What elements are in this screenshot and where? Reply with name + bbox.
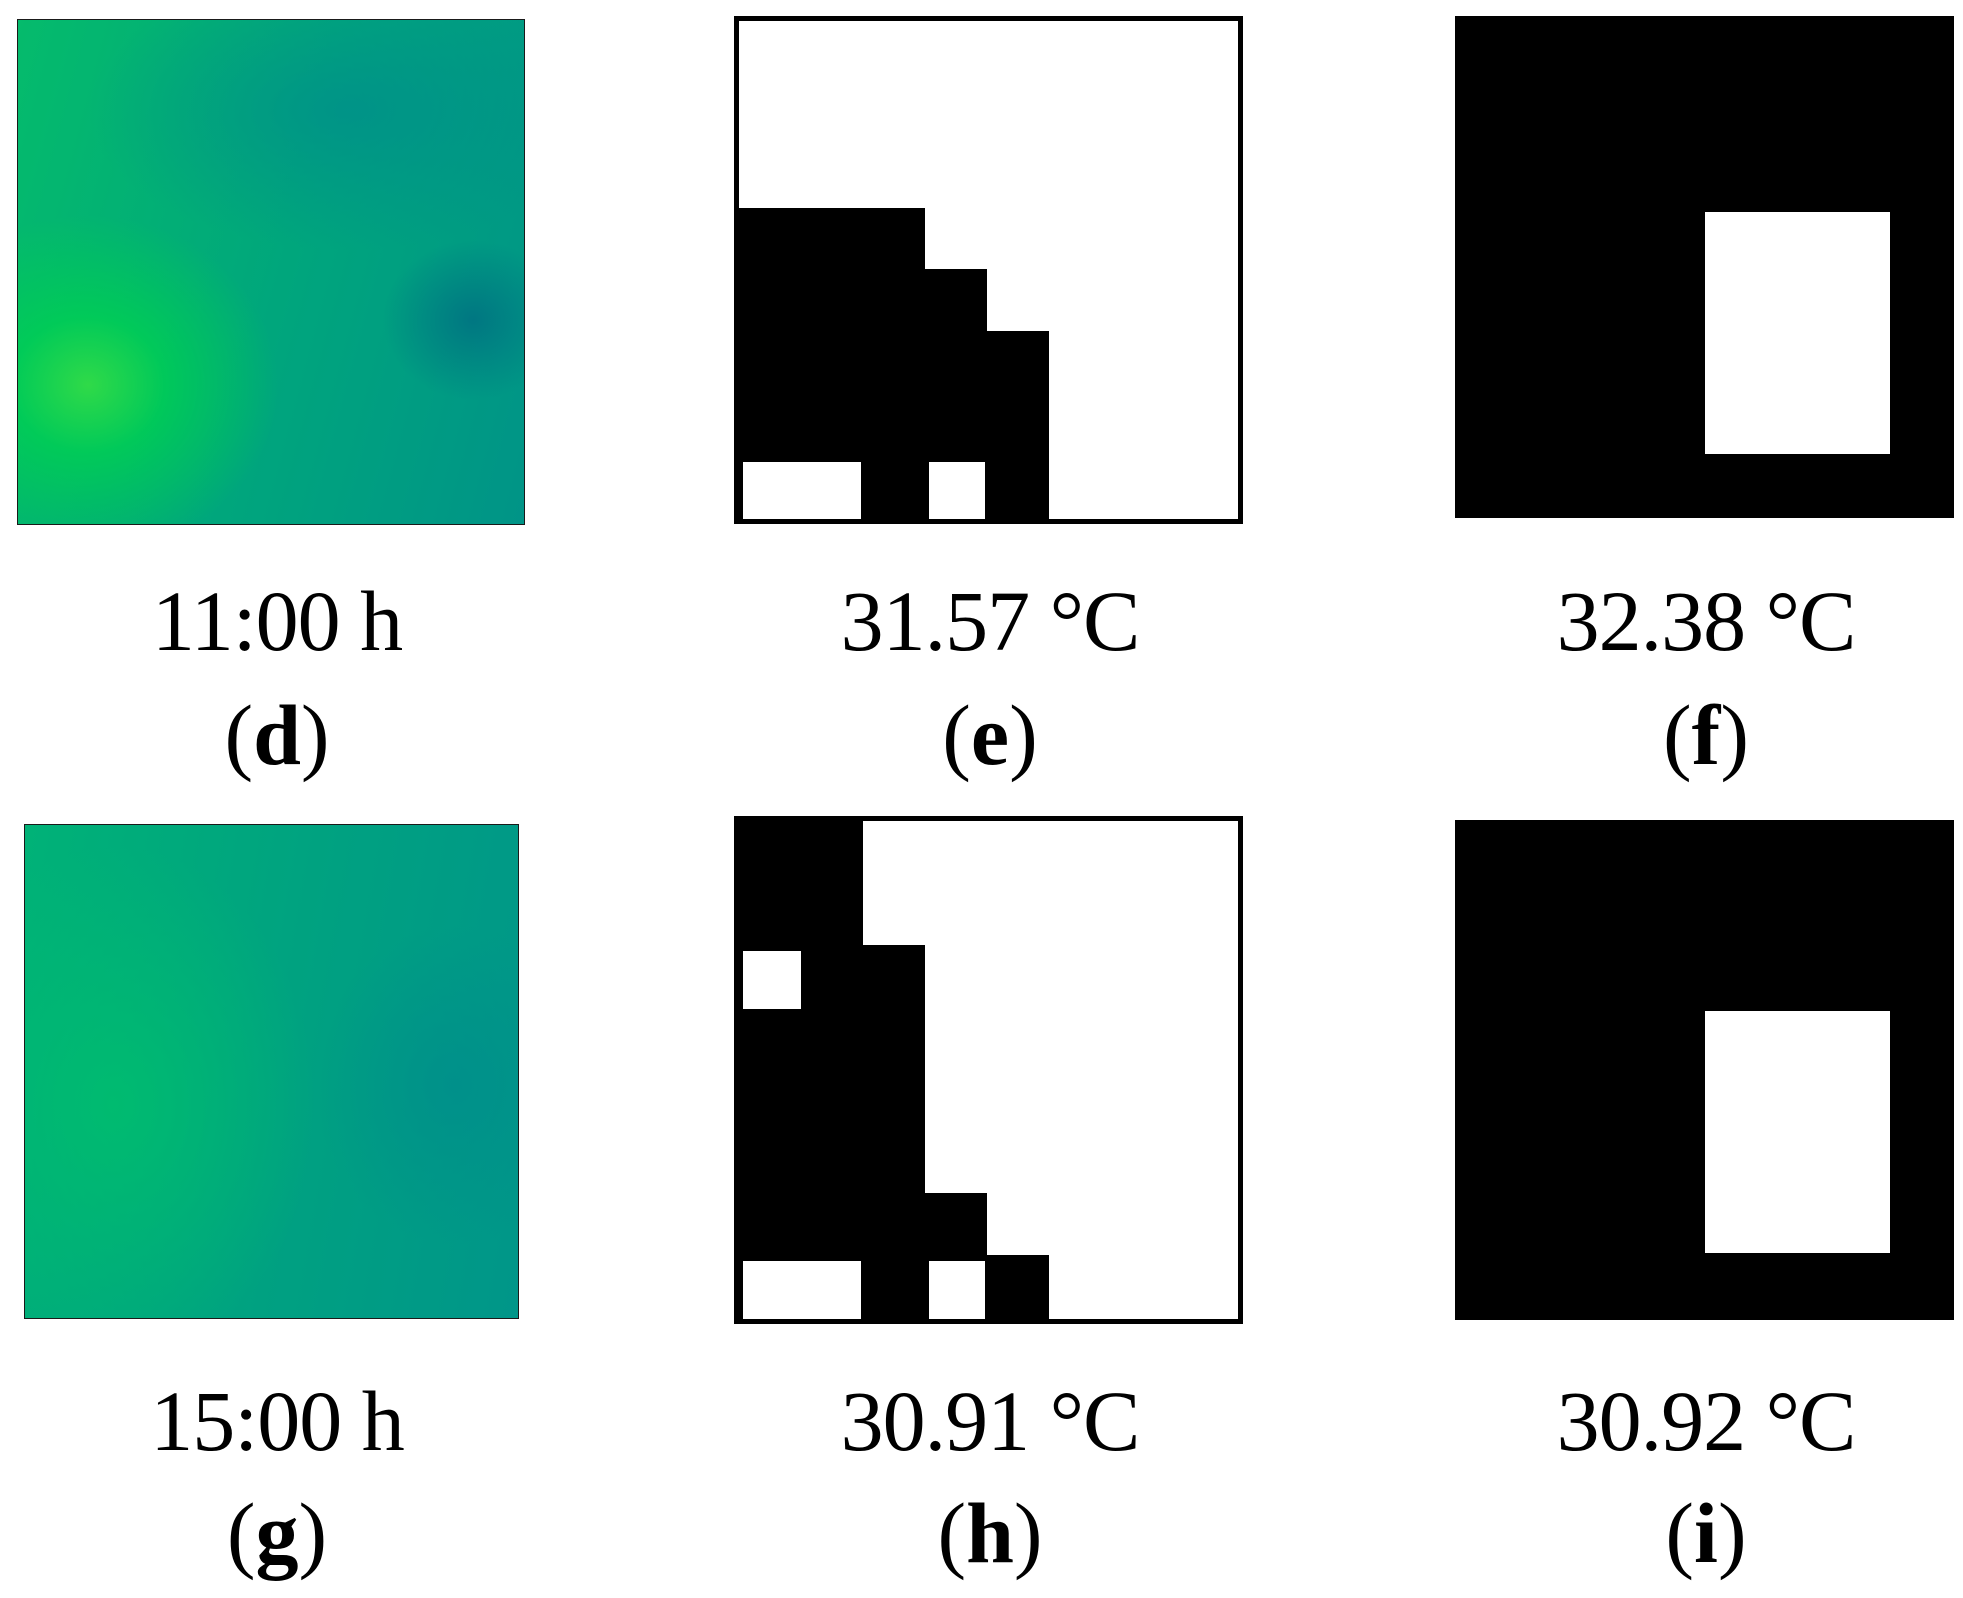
- caption-temperature-e: 31.57 °C: [840, 573, 1141, 669]
- caption-temperature-i: 30.92 °C: [1556, 1373, 1857, 1469]
- binary-cell: [863, 945, 925, 1319]
- binary-cell-white: [743, 462, 861, 519]
- binary-map-panel-f: [1455, 16, 1954, 518]
- heatmap-panel-d: [17, 19, 525, 525]
- panel-letter-e: e: [970, 687, 1010, 783]
- caption-label-d: (d): [224, 687, 330, 783]
- panel-letter-h: h: [966, 1485, 1014, 1581]
- binary-cell-white: [1705, 212, 1890, 454]
- caption-temperature-h: 30.91 °C: [840, 1373, 1141, 1469]
- caption-time-g: 15:00 h: [150, 1373, 404, 1469]
- caption-label-e: (e): [942, 687, 1038, 783]
- binary-cell: [987, 1255, 1049, 1319]
- caption-temperature-f: 32.38 °C: [1556, 573, 1857, 669]
- binary-map-panel-h: [734, 816, 1243, 1324]
- panel-letter-g: g: [255, 1485, 299, 1581]
- caption-label-h: (h): [937, 1485, 1043, 1581]
- panel-letter-d: d: [253, 687, 301, 783]
- binary-map-panel-e: [734, 16, 1243, 524]
- panel-letter-i: i: [1694, 1485, 1718, 1581]
- binary-cell-white: [743, 1261, 861, 1319]
- binary-map-panel-i: [1455, 820, 1954, 1320]
- binary-cell-white: [1705, 1011, 1890, 1253]
- binary-cell-white: [929, 1261, 985, 1319]
- caption-label-i: (i): [1665, 1485, 1747, 1581]
- binary-cell-white: [743, 951, 801, 1009]
- panel-letter-f: f: [1691, 687, 1721, 783]
- caption-time-d: 11:00 h: [151, 573, 403, 669]
- caption-label-f: (f): [1663, 687, 1749, 783]
- caption-label-g: (g): [226, 1485, 328, 1581]
- heatmap-panel-g: [24, 824, 519, 1319]
- binary-cell-white: [929, 462, 985, 519]
- binary-cell: [739, 821, 863, 1319]
